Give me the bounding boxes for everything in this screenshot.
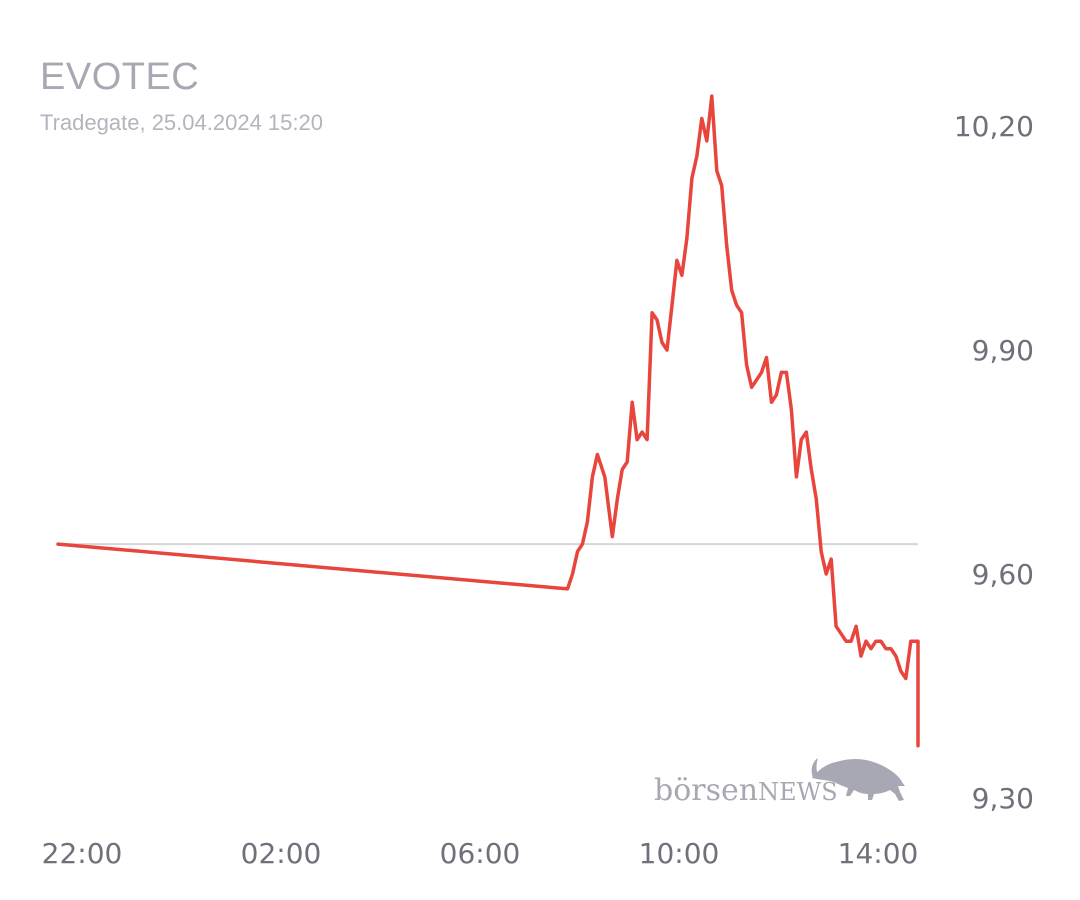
y-tick-label: 10,20 — [954, 110, 1034, 143]
x-tick-label: 02:00 — [241, 837, 322, 870]
watermark-brand-upper: NEWS — [758, 778, 838, 806]
bull-icon — [811, 758, 905, 801]
x-tick-label: 22:00 — [42, 837, 123, 870]
y-tick-label: 9,60 — [972, 558, 1034, 591]
x-tick-label: 10:00 — [639, 837, 720, 870]
chart-subtitle: Tradegate, 25.04.2024 15:20 — [40, 110, 323, 135]
price-line — [56, 94, 920, 748]
x-tick-label: 06:00 — [440, 837, 521, 870]
y-tick-label: 9,90 — [972, 334, 1034, 367]
y-axis: 10,20 9,90 9,60 9,30 — [954, 110, 1034, 815]
watermark-wordmark: börsenNEWS — [654, 773, 838, 808]
y-tick-label: 9,30 — [972, 782, 1034, 815]
x-tick-label: 14:00 — [838, 837, 919, 870]
x-axis: 22:00 02:00 06:00 10:00 14:00 — [42, 837, 919, 870]
chart-title: EVOTEC — [40, 56, 200, 98]
watermark-brand-lower: börsen — [654, 773, 758, 808]
borsennews-watermark: börsenNEWS — [654, 758, 905, 808]
